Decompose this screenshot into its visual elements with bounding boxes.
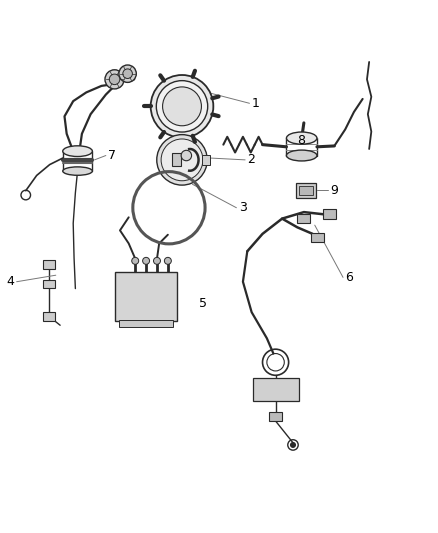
Circle shape [119, 65, 136, 83]
Circle shape [162, 87, 201, 126]
FancyBboxPatch shape [311, 232, 324, 242]
Circle shape [164, 257, 171, 264]
Ellipse shape [286, 150, 317, 161]
Ellipse shape [63, 167, 92, 175]
Bar [119, 320, 173, 327]
FancyBboxPatch shape [201, 155, 210, 165]
FancyBboxPatch shape [43, 279, 55, 288]
Text: 7: 7 [108, 149, 116, 162]
Circle shape [105, 70, 124, 89]
FancyBboxPatch shape [297, 214, 311, 223]
FancyBboxPatch shape [322, 209, 336, 219]
FancyBboxPatch shape [43, 312, 55, 321]
Ellipse shape [286, 132, 317, 144]
Circle shape [181, 150, 191, 161]
Circle shape [109, 74, 120, 85]
Text: 5: 5 [199, 297, 208, 310]
Text: 2: 2 [247, 154, 255, 166]
Text: 6: 6 [345, 271, 353, 284]
Circle shape [290, 442, 296, 448]
FancyBboxPatch shape [299, 185, 314, 195]
Ellipse shape [286, 132, 317, 144]
Circle shape [143, 257, 150, 264]
FancyBboxPatch shape [269, 412, 282, 422]
Circle shape [156, 80, 208, 132]
FancyBboxPatch shape [253, 378, 299, 400]
Text: 1: 1 [252, 97, 260, 110]
FancyBboxPatch shape [115, 272, 177, 321]
FancyBboxPatch shape [172, 154, 181, 166]
Text: 4: 4 [7, 275, 14, 288]
Circle shape [153, 257, 160, 264]
Text: 3: 3 [239, 201, 247, 214]
Text: 8: 8 [297, 134, 305, 147]
Circle shape [161, 139, 203, 181]
Text: 9: 9 [330, 184, 338, 197]
Circle shape [157, 135, 207, 185]
Ellipse shape [63, 146, 92, 157]
FancyBboxPatch shape [296, 182, 317, 198]
FancyBboxPatch shape [43, 260, 55, 269]
Circle shape [123, 69, 132, 78]
Circle shape [151, 75, 213, 138]
Circle shape [132, 257, 139, 264]
